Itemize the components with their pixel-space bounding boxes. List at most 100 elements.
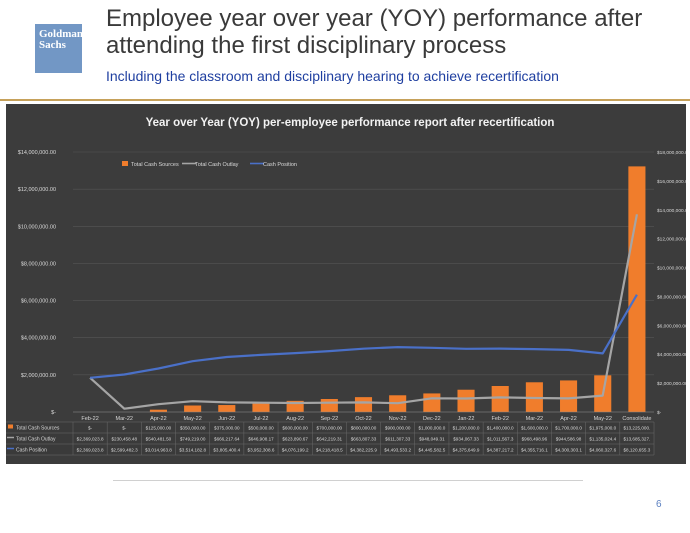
table-cell: $948,049.31 (419, 437, 445, 442)
x-tick-label: May-22 (594, 416, 612, 422)
table-cell: $540,481.50 (146, 437, 172, 442)
table-cell: $2,369,023.8 (77, 437, 104, 442)
slide-title: Employee year over year (YOY) performanc… (106, 5, 643, 59)
bar-total-cash-sources (628, 166, 646, 412)
chart-title: Year over Year (YOY) per-employee perfor… (146, 117, 555, 129)
table-row-swatch (8, 424, 13, 429)
table-cell: $125,000.00 (146, 426, 172, 431)
y-tick-label-right: $- (657, 410, 662, 416)
table-cell: $350,000.00 (180, 426, 206, 431)
table-cell: $1,135,024.4 (589, 437, 616, 442)
table-cell: $230,458.48 (111, 437, 137, 442)
y-tick-label-left: $10,000,000.00 (18, 224, 56, 230)
table-cell: $3,514,182.8 (179, 448, 206, 453)
table-cell: $934,067.33 (453, 437, 479, 442)
x-tick-label: Jul-22 (253, 416, 268, 422)
table-cell: $3,805,400.4 (213, 448, 240, 453)
table-cell: $- (88, 426, 93, 431)
x-tick-label: Dec-22 (423, 416, 441, 422)
y-tick-label-right: $6,000,000.00 (657, 323, 686, 329)
y-tick-label-right: $14,000,000.00 (657, 208, 686, 214)
table-cell: $- (122, 426, 127, 431)
table-cell: $4,445,582.5 (418, 448, 445, 453)
x-tick-label: Apr-22 (560, 416, 577, 422)
table-cell: $600,000.00 (282, 426, 308, 431)
y-tick-label-left: $8,000,000.00 (21, 261, 56, 267)
table-cell: $666,217.64 (214, 437, 240, 442)
header-divider (0, 99, 690, 101)
table-cell: $375,000.00 (214, 426, 240, 431)
table-cell: $4,387,217.2 (487, 448, 514, 453)
x-tick-label: Jun-22 (218, 416, 235, 422)
bar-total-cash-sources (252, 402, 270, 412)
table-cell: $500,000.00 (248, 426, 274, 431)
table-cell: $800,000.00 (351, 426, 377, 431)
bar-total-cash-sources (457, 389, 475, 412)
table-cell: $1,400,000.0 (487, 426, 514, 431)
table-cell: $642,219.31 (317, 437, 343, 442)
legend-label: Total Cash Sources (131, 162, 179, 168)
table-cell: $968,498.96 (522, 437, 548, 442)
table-cell: $944,586.98 (556, 437, 582, 442)
y-tick-label-right: $10,000,000.00 (657, 266, 686, 272)
x-tick-label: Mar-22 (116, 416, 133, 422)
page-number: 6 (656, 499, 662, 510)
table-cell: $13,225,000. (623, 426, 650, 431)
line-cash-position (89, 294, 638, 379)
bar-total-cash-sources (320, 399, 338, 412)
goldman-sachs-logo: Goldman Sachs (35, 24, 84, 73)
chart-background (6, 104, 686, 464)
table-cell: $646,908.17 (248, 437, 274, 442)
y-tick-label-left: $2,000,000.00 (21, 373, 56, 379)
table-cell: $700,000.00 (317, 426, 343, 431)
legend-label: Cash Position (263, 162, 297, 168)
x-tick-label: Oct-22 (355, 416, 372, 422)
line-total-cash-outlay (89, 214, 638, 410)
table-cell: $623,890.67 (282, 437, 308, 442)
table-row-header: Total Cash Outlay (16, 437, 56, 443)
x-tick-label: May-22 (183, 416, 201, 422)
table-cell: $8,120,655.3 (623, 448, 650, 453)
y-tick-label-left: $14,000,000.00 (18, 150, 56, 156)
table-cell: $663,807.33 (351, 437, 377, 442)
y-tick-label-left: $12,000,000.00 (18, 187, 56, 193)
logo-line-2: Sachs (39, 39, 66, 51)
x-tick-label: Consolidate (622, 416, 651, 422)
table-cell: $1,011,567.3 (487, 437, 514, 442)
table-cell: $4,382,225.9 (350, 448, 377, 453)
y-tick-label-right: $12,000,000.00 (657, 237, 686, 243)
bar-total-cash-sources (423, 393, 441, 412)
bar-total-cash-sources (354, 397, 373, 412)
table-cell: $3,952,308.6 (248, 448, 275, 453)
y-tick-label-right: $16,000,000.00 (657, 179, 686, 185)
table-cell: $4,300,303.1 (555, 448, 582, 453)
table-cell: $1,200,000.0 (453, 426, 480, 431)
bar-total-cash-sources (218, 405, 236, 412)
table-cell: $611,307.33 (385, 437, 411, 442)
bar-total-cash-sources (560, 380, 578, 412)
table-cell: $4,076,199.2 (282, 448, 309, 453)
table-cell: $749,219.00 (180, 437, 206, 442)
y-tick-label-left: $- (51, 410, 56, 416)
x-tick-label: Jan-22 (458, 416, 475, 422)
x-tick-label: Mar-22 (526, 416, 543, 422)
bar-total-cash-sources (286, 400, 304, 412)
x-tick-label: Apr-22 (150, 416, 167, 422)
table-row-header: Cash Position (16, 448, 47, 454)
footer-divider (113, 480, 583, 481)
table-cell: $13,685,327. (623, 437, 650, 442)
y-tick-label-right: $18,000,000.00 (657, 150, 686, 156)
slide-subtitle: Including the classroom and disciplinary… (106, 68, 559, 84)
table-cell: $1,600,000.0 (521, 426, 548, 431)
table-cell: $3,014,963.8 (145, 448, 172, 453)
logo-line-1: Goldman (39, 28, 84, 40)
y-tick-label-left: $6,000,000.00 (21, 299, 56, 305)
bar-total-cash-sources (184, 405, 202, 412)
table-cell: $2,599,482.3 (111, 448, 138, 453)
table-cell: $4,355,716.1 (521, 448, 548, 453)
chart-container: Year over Year (YOY) per-employee perfor… (6, 104, 690, 464)
table-cell: $1,000,000.0 (418, 426, 445, 431)
table-cell: $4,060,327.6 (589, 448, 616, 453)
y-tick-label-right: $4,000,000.00 (657, 352, 686, 358)
x-tick-label: Feb-22 (81, 416, 98, 422)
